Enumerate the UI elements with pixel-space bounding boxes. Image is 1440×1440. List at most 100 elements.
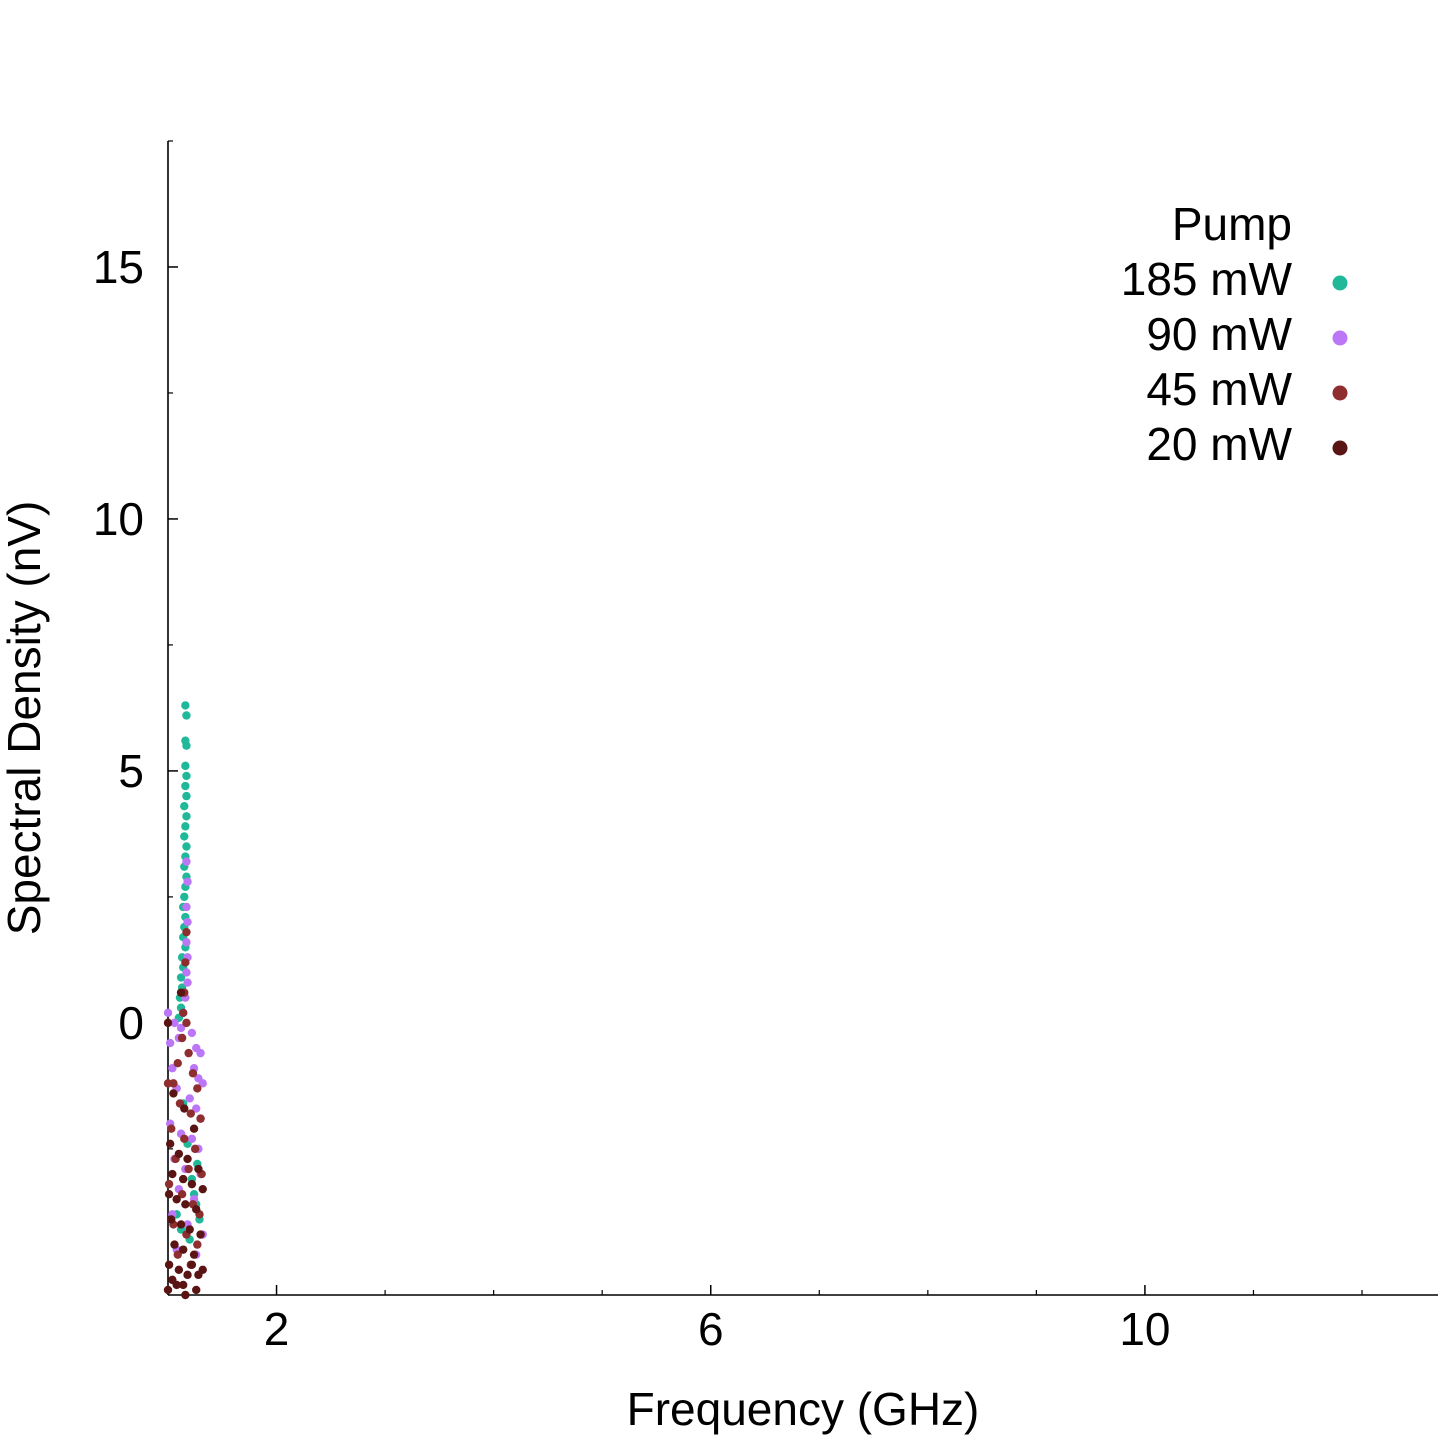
tick-labels: 2 6 10 0 5 10 15: [93, 241, 1171, 1355]
legend-marker: [1332, 440, 1348, 456]
data-point: [167, 1215, 176, 1224]
data-point: [196, 1114, 205, 1123]
legend-label: 45 mW: [1146, 363, 1292, 415]
data-point: [181, 1290, 190, 1300]
data-point: [174, 1149, 184, 1159]
data-point: [184, 1164, 193, 1174]
data-point: [176, 1220, 186, 1229]
data-point: [176, 988, 186, 997]
data-point: [165, 1038, 175, 1048]
data-point: [181, 701, 190, 710]
data-point: [172, 1195, 181, 1204]
legend-marker: [1332, 330, 1348, 346]
data-point: [196, 1048, 205, 1058]
data-point: [180, 1104, 189, 1113]
data-point: [182, 741, 191, 750]
data-point: [182, 927, 191, 937]
data-point: [187, 1179, 197, 1189]
data-point: [168, 1064, 177, 1073]
data-point: [182, 938, 191, 947]
data-point: [180, 832, 189, 841]
data-point: [196, 1230, 205, 1239]
data-point: [183, 917, 192, 927]
data-point: [172, 1280, 181, 1290]
data-point: [180, 1134, 189, 1143]
data-point: [192, 1205, 201, 1214]
data-point: [198, 1079, 207, 1088]
data-point: [183, 978, 192, 987]
data-point: [167, 1124, 176, 1133]
y-axis-title: Spectral Density (nV): [0, 501, 50, 936]
legend-marker: [1332, 275, 1348, 291]
data-point: [182, 711, 191, 720]
data-point: [181, 761, 190, 771]
data-point: [178, 1008, 188, 1017]
data-point: [183, 1154, 192, 1164]
data-point: [185, 1094, 194, 1103]
data-point: [182, 791, 191, 801]
data-point: [176, 973, 186, 982]
data-point: [183, 1270, 192, 1280]
data-points: [163, 701, 207, 1300]
axes: [167, 140, 1438, 1296]
data-point: [182, 1018, 191, 1028]
y-tick-label: 5: [118, 745, 144, 797]
data-point: [182, 968, 191, 977]
legend-title: Pump: [1172, 198, 1292, 250]
data-point: [198, 1184, 207, 1194]
data-point: [177, 1190, 187, 1199]
x-tick-label: 2: [264, 1303, 290, 1355]
y-tick-label: 0: [118, 997, 144, 1049]
data-point: [181, 958, 190, 967]
data-point: [188, 1069, 198, 1078]
data-point: [163, 1079, 173, 1088]
data-point: [182, 812, 191, 821]
legend-marker: [1332, 385, 1348, 401]
data-point: [164, 1190, 174, 1199]
data-point: [169, 1089, 178, 1098]
data-point: [177, 1033, 187, 1043]
data-point: [193, 1084, 202, 1093]
data-point: [170, 1018, 179, 1028]
data-point: [189, 1124, 199, 1133]
data-point: [164, 1179, 174, 1189]
data-point: [186, 1109, 195, 1118]
data-point: [193, 1240, 202, 1249]
x-tick-label: 6: [698, 1303, 724, 1355]
x-axis-title: Frequency (GHz): [627, 1383, 980, 1435]
y-tick-label: 15: [93, 241, 144, 293]
data-point: [180, 801, 189, 811]
data-point: [192, 1285, 201, 1295]
data-point: [182, 902, 191, 912]
data-point: [187, 1028, 197, 1038]
data-point: [194, 1164, 203, 1174]
data-point: [176, 1023, 186, 1033]
data-point: [174, 1265, 184, 1275]
data-point: [163, 1008, 173, 1017]
data-point: [181, 1200, 190, 1209]
data-point: [181, 781, 190, 791]
x-tick-label: 10: [1119, 1303, 1170, 1355]
data-point: [178, 1280, 188, 1290]
y-tick-label: 10: [93, 493, 144, 545]
data-point: [187, 1260, 197, 1269]
data-point: [163, 1018, 173, 1028]
series-4: [163, 988, 207, 1300]
data-point: [198, 1265, 207, 1275]
data-point: [182, 771, 191, 781]
legend-label: 20 mW: [1146, 418, 1292, 470]
legend-label: 185 mW: [1121, 253, 1293, 305]
data-point: [185, 1225, 194, 1234]
data-point: [173, 1058, 182, 1068]
data-point: [173, 1250, 182, 1259]
data-point: [180, 892, 189, 902]
data-point: [192, 1104, 201, 1113]
data-point: [164, 1260, 174, 1269]
data-point: [168, 1169, 177, 1179]
data-point: [189, 1250, 199, 1259]
data-point: [182, 842, 191, 851]
data-point: [190, 1144, 200, 1154]
data-point: [181, 822, 190, 831]
data-point: [170, 1240, 179, 1249]
